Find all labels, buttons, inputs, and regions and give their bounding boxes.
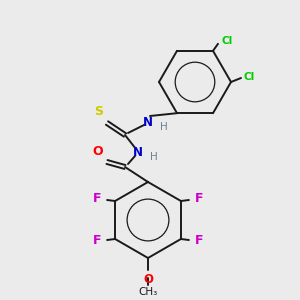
Text: F: F bbox=[93, 235, 101, 248]
Text: F: F bbox=[195, 235, 203, 248]
Text: H: H bbox=[150, 152, 158, 162]
Text: Cl: Cl bbox=[221, 36, 232, 46]
Text: F: F bbox=[93, 193, 101, 206]
Text: N: N bbox=[133, 146, 143, 158]
Text: Cl: Cl bbox=[243, 72, 254, 82]
Text: O: O bbox=[143, 273, 153, 286]
Text: F: F bbox=[195, 193, 203, 206]
Text: H: H bbox=[160, 122, 168, 132]
Text: N: N bbox=[143, 116, 153, 128]
Text: S: S bbox=[94, 105, 103, 118]
Text: O: O bbox=[93, 145, 103, 158]
Text: CH₃: CH₃ bbox=[138, 287, 158, 297]
